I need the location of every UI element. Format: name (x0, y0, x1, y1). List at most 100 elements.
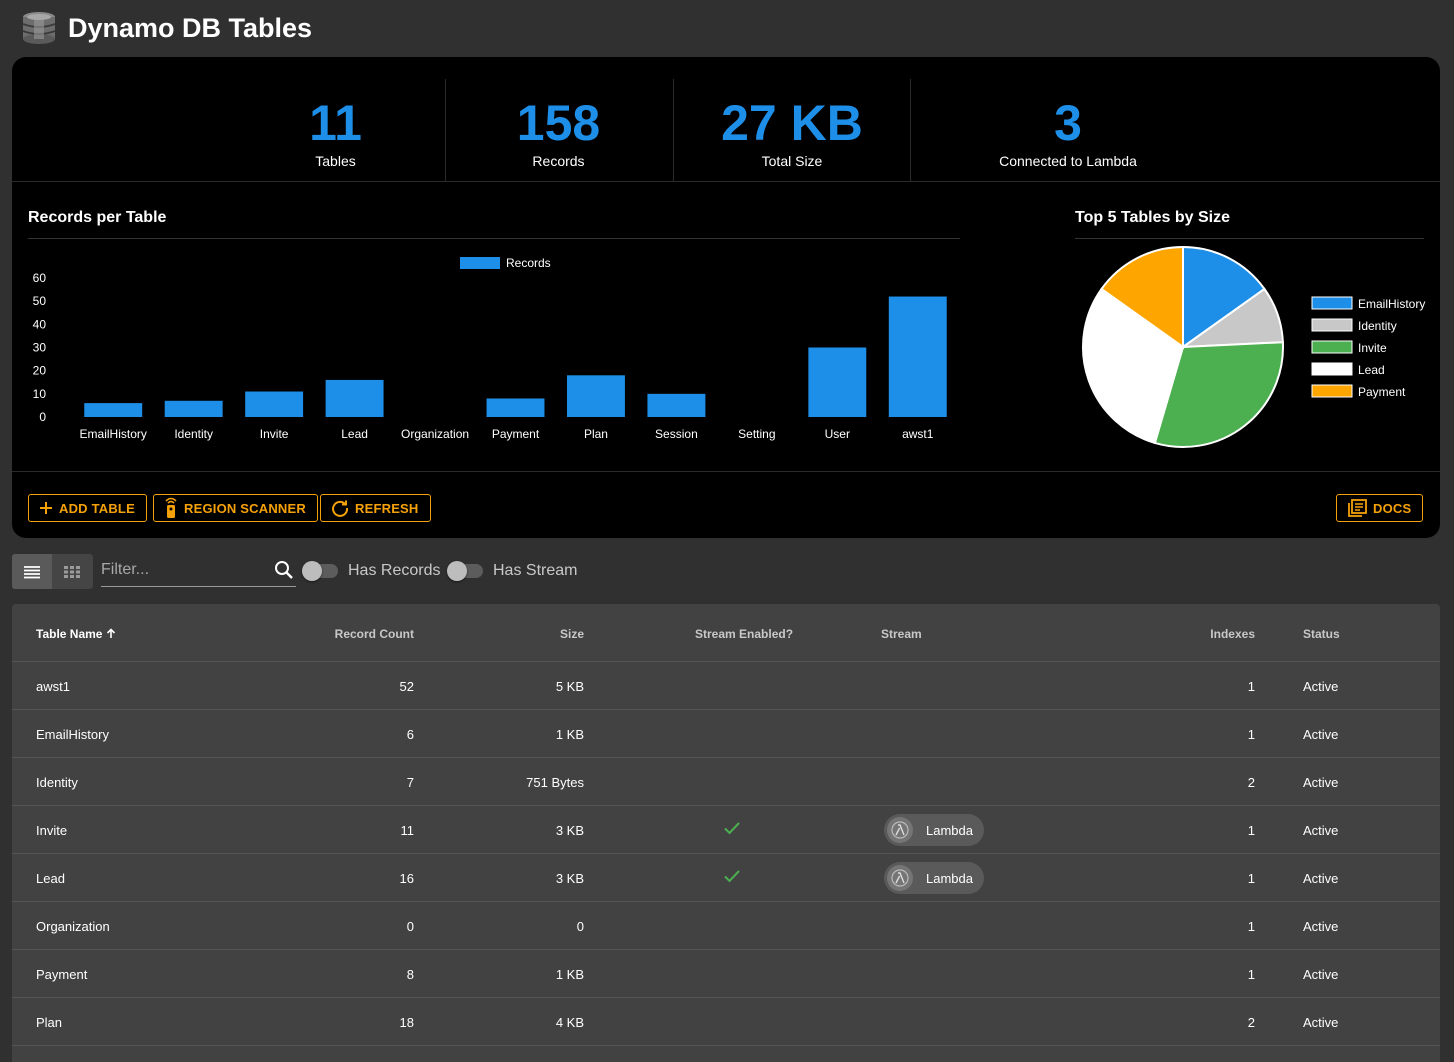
has-records-toggle[interactable]: Has Records (302, 560, 440, 582)
column-header-label: Table Name (36, 627, 103, 641)
stat-label: Records (532, 153, 585, 169)
cell-status: Active (1303, 823, 1339, 838)
x-tick-label: Organization (401, 427, 469, 441)
legend-swatch-payment (1311, 384, 1353, 398)
cell-table-name[interactable]: Lead (36, 871, 65, 886)
cell-record-count: 6 (406, 727, 414, 742)
remote-scanner-icon (165, 497, 177, 518)
stat-value: 11 (309, 95, 362, 151)
cell-size: 1 KB (555, 967, 584, 982)
cell-indexes: 1 (1247, 727, 1255, 742)
pie-chart-title: Top 5 Tables by Size (1075, 209, 1230, 226)
cell-table-name[interactable]: Organization (36, 919, 110, 934)
legend-label-records: Records (506, 256, 551, 270)
column-header-stream[interactable]: Stream (881, 627, 922, 641)
cell-size: 3 KB (555, 871, 584, 886)
filter-input[interactable] (101, 554, 271, 586)
bar-payment (486, 398, 545, 417)
column-header-record-count[interactable]: Record Count (334, 627, 414, 641)
cell-size: 1 KB (555, 727, 584, 742)
add-table-button[interactable]: ADD TABLE (28, 494, 147, 522)
stat-value: 158 (516, 95, 601, 151)
pie-slice-payment (1100, 245, 1184, 349)
stat-connected-lambda: 3 Connected to Lambda (968, 79, 1168, 181)
region-scanner-button[interactable]: REGION SCANNER (153, 494, 318, 522)
cell-record-count: 7 (406, 775, 414, 790)
cell-indexes: 1 (1247, 871, 1255, 886)
column-header-stream-enabled[interactable]: Stream Enabled? (695, 627, 794, 641)
cell-table-name[interactable]: Plan (36, 1015, 63, 1030)
stat-tables: 11 Tables (248, 79, 423, 181)
stat-label: Connected to Lambda (999, 153, 1137, 169)
section-divider (12, 471, 1440, 472)
cell-table-name[interactable]: awst1 (36, 679, 70, 694)
cell-status: Active (1303, 967, 1339, 982)
toggle-switch[interactable] (302, 561, 338, 581)
size-pie-chart: EmailHistory Identity Invite Lead Payment (1082, 245, 1425, 448)
table-row[interactable]: Plan 18 4 KB 2 Active (12, 998, 1440, 1046)
table-row[interactable]: Invite 11 3 KB Lambda 1 Active (12, 806, 1440, 854)
lambda-chip[interactable]: Lambda (884, 814, 984, 846)
cell-table-name[interactable]: Invite (36, 823, 68, 838)
refresh-label: REFRESH (355, 500, 419, 516)
cell-indexes: 1 (1247, 967, 1255, 982)
toggle-switch[interactable] (447, 561, 483, 581)
dynamodb-logo-icon (22, 12, 56, 44)
cell-status: Active (1303, 871, 1339, 886)
bar-invite (245, 391, 304, 417)
cell-table-name[interactable]: EmailHistory (36, 727, 109, 742)
stat-divider (910, 79, 911, 181)
table-row[interactable]: Lead 16 3 KB Lambda 1 Active (12, 854, 1440, 902)
stat-total-size: 27 KB Total Size (692, 79, 892, 181)
cell-record-count: 0 (406, 919, 414, 934)
x-tick-label: Lead (341, 427, 368, 441)
app-header: Dynamo DB Tables (20, 8, 312, 48)
x-tick-label: User (825, 427, 850, 441)
table-toolbar: Has Records Has Stream (12, 553, 712, 589)
stat-value: 27 KB (721, 95, 863, 151)
table-header: Table Name Record Count Size Stream Enab… (12, 604, 1440, 662)
lambda-chip[interactable]: Lambda (884, 862, 984, 894)
y-tick-label: 50 (33, 294, 47, 308)
table-row[interactable]: Payment 8 1 KB 1 Active (12, 950, 1440, 998)
docs-button[interactable]: DOCS (1336, 494, 1424, 522)
table-body: awst1 52 5 KB 1 Active EmailHistory 6 1 KB 1 Acti… (12, 662, 1440, 1046)
bar-lead (325, 379, 384, 417)
bar-awst1 (888, 296, 947, 417)
legend-label-lead: Lead (1358, 363, 1385, 377)
list-icon (24, 565, 40, 578)
list-view-button[interactable] (12, 554, 52, 589)
legend-swatch-lead (1311, 362, 1353, 376)
column-header-size[interactable]: Size (559, 627, 584, 641)
summary-panel: 11 Tables 158 Records 27 KB Total Size 3… (12, 57, 1440, 538)
docs-label: DOCS (1373, 500, 1412, 516)
cell-table-name[interactable]: Identity (36, 775, 78, 790)
cell-indexes: 1 (1247, 679, 1255, 694)
has-stream-toggle[interactable]: Has Stream (447, 560, 577, 582)
legend-swatch-identity (1311, 318, 1353, 332)
cell-status: Active (1303, 919, 1339, 934)
sort-arrow-up-icon (106, 628, 115, 638)
column-header-table-name[interactable]: Table Name (36, 627, 116, 641)
stat-records: 158 Records (471, 79, 646, 181)
refresh-button[interactable]: REFRESH (320, 494, 431, 522)
x-tick-label: Plan (584, 427, 608, 441)
column-header-indexes[interactable]: Indexes (1210, 627, 1255, 641)
x-tick-label: awst1 (902, 427, 934, 441)
add-table-label: ADD TABLE (59, 500, 135, 516)
cell-record-count: 52 (399, 679, 414, 694)
table-row[interactable]: EmailHistory 6 1 KB 1 Active (12, 710, 1440, 758)
column-header-status[interactable]: Status (1303, 627, 1340, 641)
x-tick-label: Session (655, 427, 698, 441)
cell-size: 5 KB (555, 679, 584, 694)
card-rule (28, 238, 960, 239)
cell-indexes: 1 (1247, 919, 1255, 934)
table-row[interactable]: Identity 7 751 Bytes 2 Active (12, 758, 1440, 806)
grid-view-button[interactable] (52, 554, 92, 589)
search-icon[interactable] (274, 560, 294, 580)
check-icon (724, 870, 740, 883)
cell-table-name[interactable]: Payment (36, 967, 88, 982)
pie-slice-lead (1082, 287, 1185, 445)
table-row[interactable]: awst1 52 5 KB 1 Active (12, 662, 1440, 710)
table-row[interactable]: Organization 0 0 1 Active (12, 902, 1440, 950)
